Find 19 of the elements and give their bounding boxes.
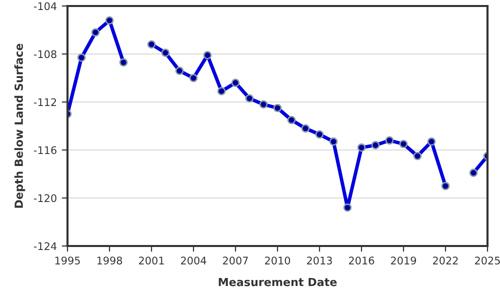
x-tick-label: 2010 [265, 256, 290, 264]
x-tick-label: 2001 [139, 256, 164, 264]
y-tick-label: -124 [34, 242, 56, 250]
y-axis-title: Depth Below Land Surface [14, 44, 26, 208]
x-axis-title: Measurement Date [218, 278, 337, 286]
x-tick-label: 1998 [97, 256, 122, 264]
x-tick-label: 2022 [433, 256, 458, 264]
y-tick-label: -112 [34, 98, 56, 106]
x-tick-label: 2013 [307, 256, 332, 264]
x-tick-label: 2025 [475, 256, 500, 264]
y-tick-label: -120 [34, 194, 56, 202]
x-tick-label: 2019 [391, 256, 416, 264]
y-tick-label: -104 [34, 2, 56, 10]
y-tick-label: -108 [34, 50, 56, 58]
x-tick-label: 2016 [349, 256, 374, 264]
x-tick-label: 1995 [55, 256, 80, 264]
x-tick-label: 2004 [181, 256, 206, 264]
y-tick-label: -116 [34, 146, 56, 154]
x-tick-label: 2007 [223, 256, 248, 264]
